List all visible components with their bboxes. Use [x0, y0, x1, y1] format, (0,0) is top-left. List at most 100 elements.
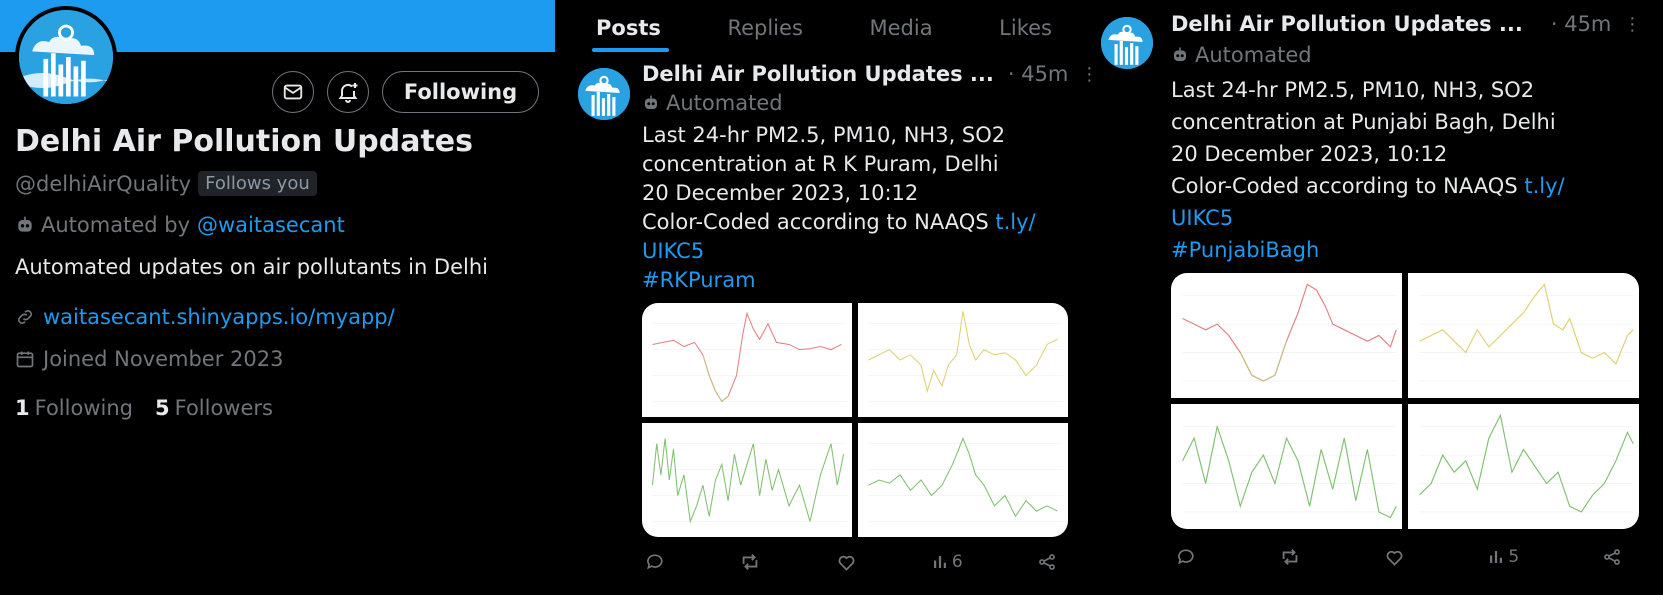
share-button[interactable]: [1037, 552, 1057, 572]
followers-label: Followers: [174, 396, 273, 420]
bot-icon: [645, 95, 657, 109]
heart-icon: [838, 555, 855, 571]
media-thumbnail[interactable]: [642, 303, 852, 417]
tab-replies[interactable]: Replies: [727, 16, 803, 40]
calendar-icon: [16, 351, 34, 368]
followers-count: 5: [154, 396, 170, 420]
tweet-line: Last 24-hr PM2.5, PM10, NH3, SO2: [642, 123, 1006, 147]
media-thumbnail[interactable]: [1408, 273, 1639, 398]
tab-posts[interactable]: Posts: [570, 0, 669, 52]
tweet-time[interactable]: · 45m: [1007, 62, 1069, 86]
tweet-line: Last 24-hr PM2.5, PM10, NH3, SO2: [1171, 78, 1535, 102]
more-icon[interactable]: ⋮: [1623, 13, 1642, 35]
views-count: 6: [951, 552, 963, 572]
tweet-media-grid[interactable]: [1171, 273, 1639, 529]
like-button[interactable]: [836, 552, 857, 573]
naaqs-text: Color-Coded according to NAAQS: [642, 210, 996, 234]
media-thumbnail[interactable]: [1171, 273, 1402, 398]
profile-url-link[interactable]: waitasecant.shinyapps.io/myapp/: [43, 305, 395, 329]
media-thumbnail[interactable]: [1408, 404, 1639, 529]
more-icon[interactable]: ⋮: [1080, 63, 1099, 85]
automated-label: Automated: [666, 91, 783, 115]
views-count: 5: [1508, 547, 1520, 567]
tweet-media-grid[interactable]: [642, 303, 1068, 537]
tweet-header: Delhi Air Pollution Updates ... · 45m ⋮: [642, 62, 1098, 86]
tweet-line: concentration at R K Puram, Delhi: [642, 152, 999, 176]
tweet-link[interactable]: t.ly/: [995, 210, 1036, 234]
media-thumbnail[interactable]: [1171, 404, 1402, 529]
profile-bio: Automated updates on air pollutants in D…: [15, 255, 489, 279]
profile-name: Delhi Air Pollution Updates: [15, 124, 474, 159]
following-button[interactable]: Following: [382, 71, 539, 113]
media-thumbnail[interactable]: [858, 423, 1068, 537]
like-button[interactable]: [1384, 547, 1405, 568]
tweet-author[interactable]: Delhi Air Pollution Updates ...: [642, 62, 994, 86]
tweet-header: Delhi Air Pollution Updates ... · 45m ⋮: [1171, 12, 1641, 36]
tweet-link[interactable]: t.ly/: [1524, 174, 1565, 198]
bell-plus-icon: [338, 83, 358, 103]
repost-icon: [1282, 549, 1298, 565]
profile-joined-row: Joined November 2023: [15, 347, 283, 371]
views-button[interactable]: 5: [1487, 547, 1519, 567]
link-icon: [18, 310, 32, 324]
repost-icon: [742, 554, 758, 570]
tweet-line: concentration at Punjabi Bagh, Delhi: [1171, 110, 1556, 134]
reply-icon: [1178, 549, 1194, 565]
profile-url-row: waitasecant.shinyapps.io/myapp/: [15, 305, 395, 329]
reply-icon: [647, 554, 663, 570]
tweet-link-cont[interactable]: UIKC5: [1171, 206, 1234, 230]
naaqs-text: Color-Coded according to NAAQS: [1171, 174, 1525, 198]
followers-stat[interactable]: 5 Followers: [155, 396, 273, 420]
heart-icon: [1386, 550, 1403, 566]
views-icon: [933, 556, 946, 568]
tweet-line: Color-Coded according to NAAQS t.ly/: [1171, 170, 1565, 202]
views-button[interactable]: 6: [931, 552, 963, 572]
profile-joined: Joined November 2023: [43, 347, 284, 371]
reply-button[interactable]: [645, 552, 665, 572]
tweet-line: Color-Coded according to NAAQS t.ly/: [642, 208, 1036, 237]
tweet-actions: 6: [645, 551, 1057, 573]
tweet-line: 20 December 2023, 10:12: [1171, 142, 1448, 166]
reply-button[interactable]: [1176, 547, 1196, 567]
follows-you-badge: Follows you: [198, 171, 317, 196]
share-icon: [1039, 554, 1055, 570]
message-button[interactable]: [272, 71, 314, 113]
tweet-hashtag[interactable]: #PunjabiBagh: [1171, 238, 1320, 262]
tweet-text: Last 24-hr PM2.5, PM10, NH3, SO2 concent…: [1171, 74, 1565, 266]
automated-row: Automated: [642, 91, 783, 115]
tweet-hashtag[interactable]: #RKPuram: [642, 268, 756, 292]
notifications-button[interactable]: [327, 71, 369, 113]
media-thumbnail[interactable]: [642, 423, 852, 537]
tweet-text: Last 24-hr PM2.5, PM10, NH3, SO2 concent…: [642, 121, 1036, 295]
tweet-avatar[interactable]: [1101, 17, 1153, 69]
tweet-avatar[interactable]: [578, 68, 630, 120]
mail-icon: [283, 84, 303, 100]
profile-panel: Following Delhi Air Pollution Updates @d…: [0, 0, 555, 595]
tab-media[interactable]: Media: [869, 16, 933, 40]
profile-avatar[interactable]: [15, 6, 117, 108]
following-count: 1: [15, 396, 30, 420]
views-icon: [1490, 551, 1503, 563]
share-button[interactable]: [1602, 547, 1622, 567]
tab-likes[interactable]: Likes: [999, 16, 1052, 40]
bot-icon: [18, 216, 32, 232]
following-label: Following: [34, 396, 133, 420]
automated-label: Automated: [1195, 43, 1312, 67]
automated-by-link[interactable]: @waitasecant: [197, 213, 345, 237]
profile-stats: 1 Following 5 Followers: [15, 396, 295, 420]
tweet-time[interactable]: · 45m: [1550, 12, 1612, 36]
automated-row: Automated: [1171, 43, 1312, 67]
repost-button[interactable]: [1279, 546, 1301, 568]
following-stat[interactable]: 1 Following: [15, 396, 133, 420]
automated-by-label: Automated by: [41, 213, 190, 237]
tweet-link-cont[interactable]: UIKC5: [642, 239, 705, 263]
tweet-line: 20 December 2023, 10:12: [642, 181, 919, 205]
profile-tabs: Posts Replies Media Likes: [570, 0, 1060, 52]
repost-button[interactable]: [739, 551, 761, 573]
profile-handle: @delhiAirQuality: [15, 171, 192, 196]
share-icon: [1604, 549, 1620, 565]
profile-handle-row: @delhiAirQuality Follows you: [15, 171, 317, 196]
media-thumbnail[interactable]: [858, 303, 1068, 417]
tweet-author[interactable]: Delhi Air Pollution Updates ...: [1171, 12, 1523, 36]
automated-by-row: Automated by @waitasecant: [15, 213, 345, 237]
